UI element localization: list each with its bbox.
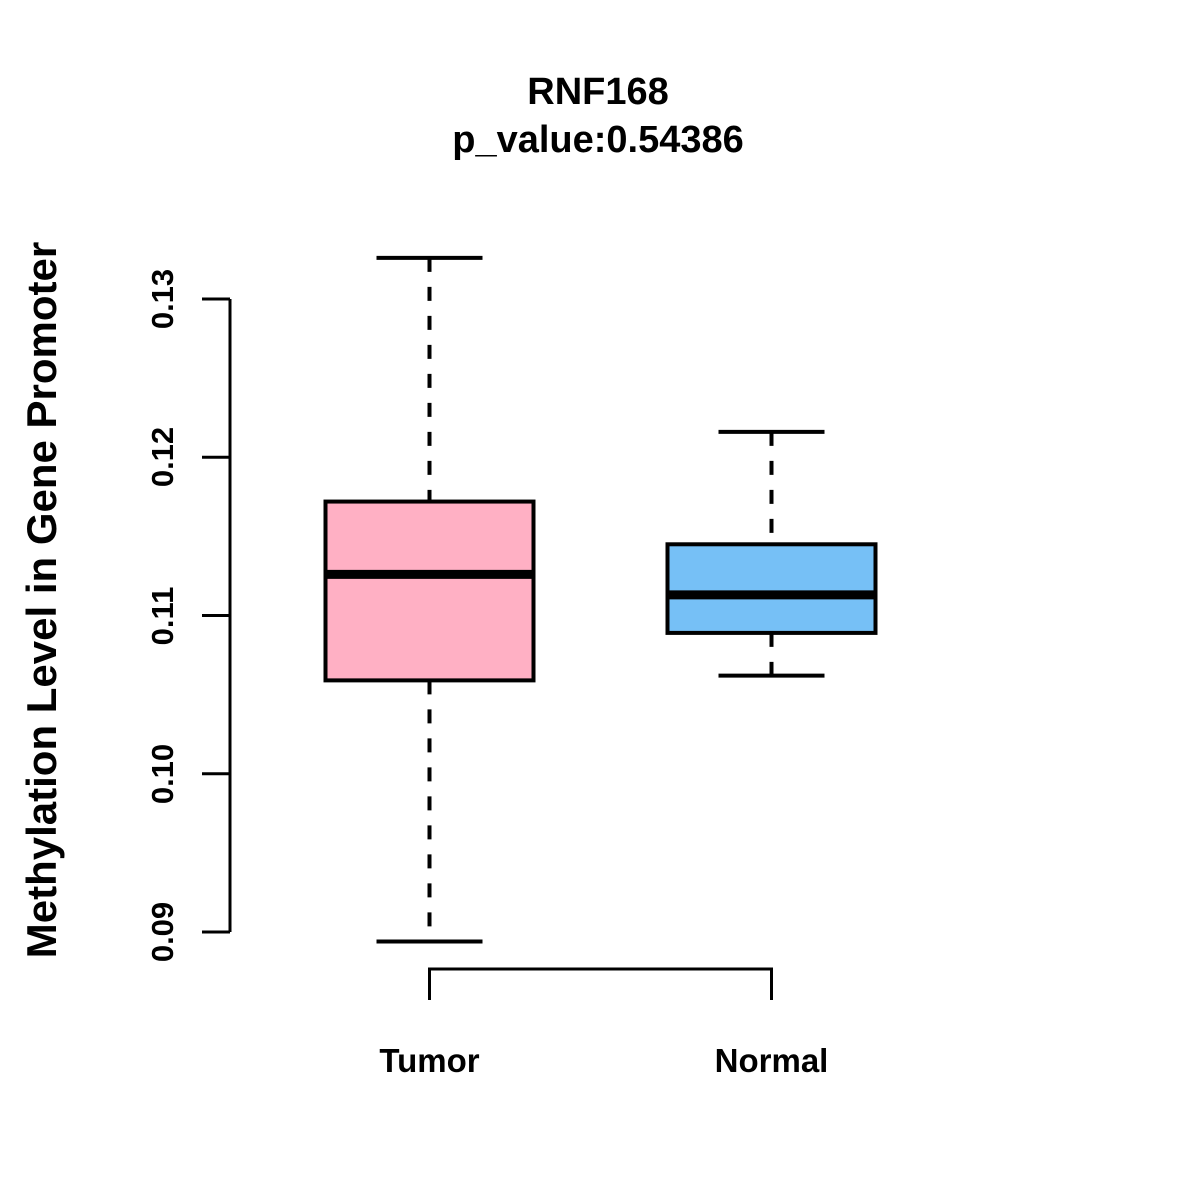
x-category-label-normal: Normal xyxy=(714,1042,829,1079)
chart-subtitle: p_value:0.54386 xyxy=(452,119,744,161)
normal-box xyxy=(665,542,878,635)
y-tick-label: 0.09 xyxy=(145,901,180,963)
chart-title: RNF168 xyxy=(527,71,669,113)
tumor-box xyxy=(323,499,536,683)
x-axis-bracket xyxy=(428,967,773,1000)
y-tick-label: 0.11 xyxy=(145,586,180,645)
x-category-label-tumor: Tumor xyxy=(379,1042,480,1079)
y-tick-label: 0.10 xyxy=(145,743,180,804)
y-tick-label: 0.13 xyxy=(145,268,180,330)
chart-title-block: RNF168 p_value:0.54386 xyxy=(452,68,744,164)
y-tick-label: 0.12 xyxy=(145,427,180,488)
